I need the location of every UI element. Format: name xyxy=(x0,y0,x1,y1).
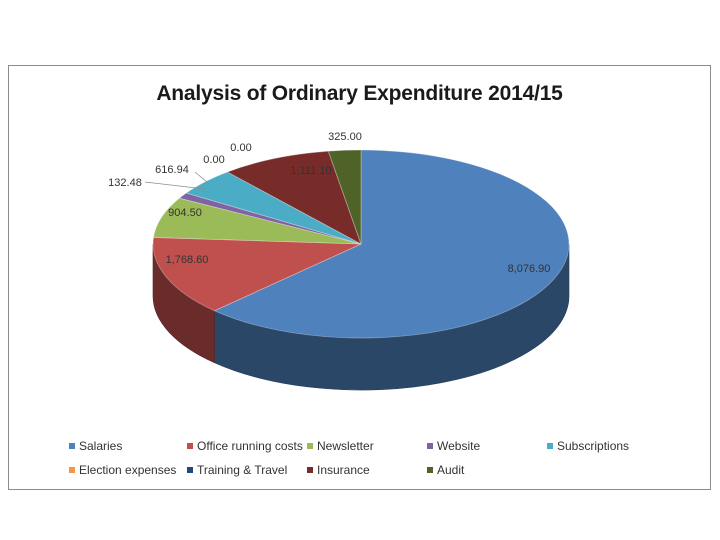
leader-line-website xyxy=(144,181,206,190)
legend-swatch xyxy=(187,466,193,473)
chart-title: Analysis of Ordinary Expenditure 2014/15 xyxy=(156,82,563,105)
legend-item-training-travel: Training & Travel xyxy=(187,463,287,477)
legend-label: Newsletter xyxy=(317,439,374,453)
legend-label: Salaries xyxy=(79,439,123,453)
legend-swatch xyxy=(307,466,313,473)
legend-item-website: Website xyxy=(427,439,480,453)
legend-label: Subscriptions xyxy=(557,439,630,453)
legend-label: Training & Travel xyxy=(197,463,288,477)
pie-slice-office-running-costs xyxy=(152,237,362,312)
data-label-training-travel: 0.00 xyxy=(230,142,251,154)
legend-item-election-expenses: Election expenses xyxy=(69,463,176,477)
legend-label: Office running costs xyxy=(197,439,303,453)
pie-chart: 8,076.90 1,768.60 904.50 132.48 616.94 0.00 0.… xyxy=(108,131,570,391)
pie-slice-website xyxy=(178,192,362,245)
data-label-insurance: 1,111.10 xyxy=(290,165,331,177)
legend-swatch xyxy=(69,466,75,473)
legend-item-newsletter: Newsletter xyxy=(307,439,374,453)
pie-slice-newsletter xyxy=(153,197,362,245)
legend-item-subscriptions: Subscriptions xyxy=(547,439,629,453)
legend-swatch xyxy=(187,442,193,449)
legend-swatch xyxy=(427,442,433,449)
pie-slice-insurance xyxy=(226,150,362,245)
pie-tops xyxy=(152,149,570,339)
legend-swatch xyxy=(307,442,313,449)
data-label-subscriptions: 616.94 xyxy=(155,164,189,176)
legend-label: Website xyxy=(437,439,481,453)
chart-frame: Analysis of Ordinary Expenditure 2014/15… xyxy=(8,65,711,490)
legend-item-audit: Audit xyxy=(427,463,464,477)
data-label-website: 132.48 xyxy=(108,177,142,189)
pie-data-labels: 8,076.90 1,768.60 904.50 132.48 616.94 0.00 0.… xyxy=(108,131,550,275)
data-label-audit: 325.00 xyxy=(328,131,362,143)
pie-slice-audit xyxy=(327,149,362,245)
leader-line-subscriptions xyxy=(194,171,209,184)
legend-label: Election expenses xyxy=(79,463,177,477)
legend-swatch xyxy=(69,442,75,449)
pie-slice-subscriptions xyxy=(185,171,362,245)
data-label-salaries: 8,076.90 xyxy=(508,263,551,275)
legend-label: Insurance xyxy=(317,463,370,477)
data-label-election-expenses: 0.00 xyxy=(203,154,224,166)
legend-swatch xyxy=(427,466,433,473)
legend-item-insurance: Insurance xyxy=(307,463,370,477)
legend-item-office-running-costs: Office running costs xyxy=(187,439,303,453)
pie-slice-salaries xyxy=(213,149,570,339)
data-label-newsletter: 904.50 xyxy=(168,207,202,219)
legend-item-salaries: Salaries xyxy=(69,439,122,453)
legend-label: Audit xyxy=(437,463,465,477)
data-label-office-running-costs: 1,768.60 xyxy=(166,254,209,266)
legend-swatch xyxy=(547,442,553,449)
